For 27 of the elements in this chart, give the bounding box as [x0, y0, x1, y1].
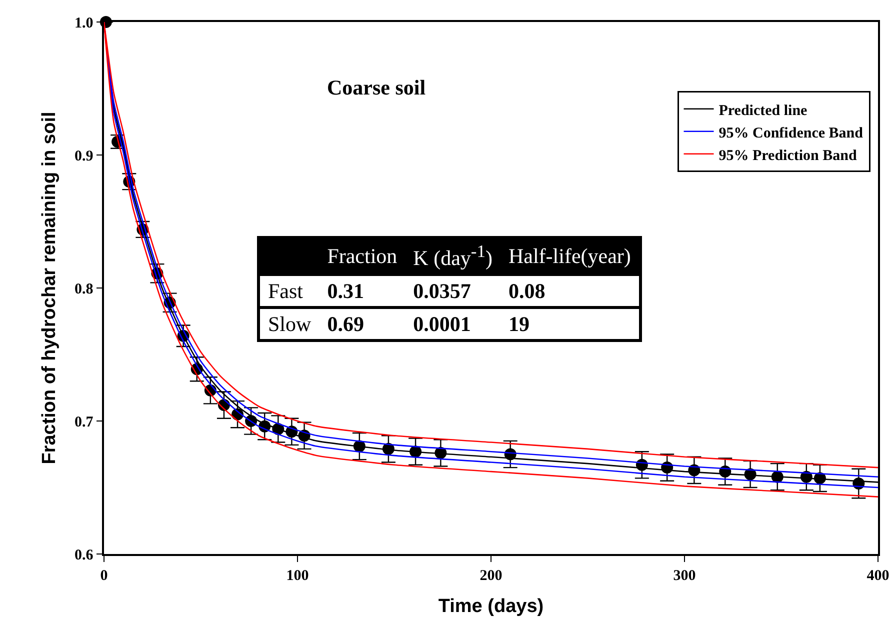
x-tick-label: 400 — [866, 568, 890, 584]
annotation: 0.08 — [500, 274, 640, 308]
x-tick-label: 0 — [100, 568, 108, 584]
x-tick-label: 300 — [673, 568, 696, 584]
y-axis-title: Fraction of hydrochar remaining in soil — [38, 112, 60, 464]
annotation: K (day$^{-1}$) — [405, 238, 500, 274]
annotation: 0.31 — [319, 274, 406, 308]
y-tick-label: 0.6 — [74, 547, 94, 564]
y-tick-label: 0.9 — [74, 148, 94, 164]
x-tick-label: 100 — [286, 568, 309, 584]
annotation: 0.0357 — [405, 274, 500, 308]
y-tick-label: 0.7 — [74, 414, 94, 430]
x-axis-title: Time (days) — [438, 596, 544, 618]
y-tick-label: 0.8 — [74, 281, 94, 298]
annotation: 0.0001 — [405, 308, 500, 340]
annotation: Fraction — [319, 238, 406, 274]
legend-label: 95% Prediction Band — [718, 148, 858, 164]
legend-label: 95% Confidence Band — [718, 125, 864, 142]
annotation: Slow — [258, 308, 320, 340]
annotation: 0.69 — [319, 308, 406, 340]
y-tick-label: 1.0 — [74, 15, 94, 32]
annotation: Fast — [258, 274, 320, 308]
legend-label: Predicted line — [718, 102, 808, 119]
annotation: Half-life(year) — [500, 238, 640, 274]
text: Coarse soil — [327, 76, 426, 100]
annotation: 19 — [500, 308, 640, 340]
x-tick-label: 200 — [480, 568, 502, 584]
